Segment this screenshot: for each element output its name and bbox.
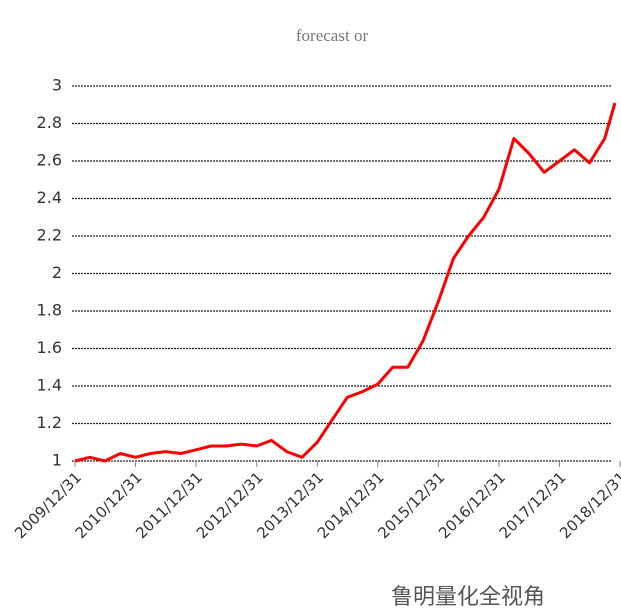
- chart-title: forecast or: [296, 26, 369, 45]
- y-tick-label: 2.6: [37, 151, 62, 170]
- y-tick-label: 1.2: [37, 413, 62, 432]
- y-tick-label: 1.8: [37, 301, 62, 320]
- y-tick-label: 1.6: [37, 338, 62, 357]
- y-tick-label: 2.8: [37, 113, 62, 132]
- y-tick-label: 3: [52, 76, 62, 95]
- watermark: 鲁明量化全视角: [391, 585, 545, 610]
- y-tick-label: 2.4: [37, 188, 62, 207]
- y-tick-label: 1: [52, 451, 62, 470]
- y-tick-label: 1.4: [37, 376, 62, 395]
- y-tick-label: 2.2: [37, 226, 62, 245]
- data-line: [74, 102, 617, 463]
- y-tick-label: 2: [52, 263, 62, 282]
